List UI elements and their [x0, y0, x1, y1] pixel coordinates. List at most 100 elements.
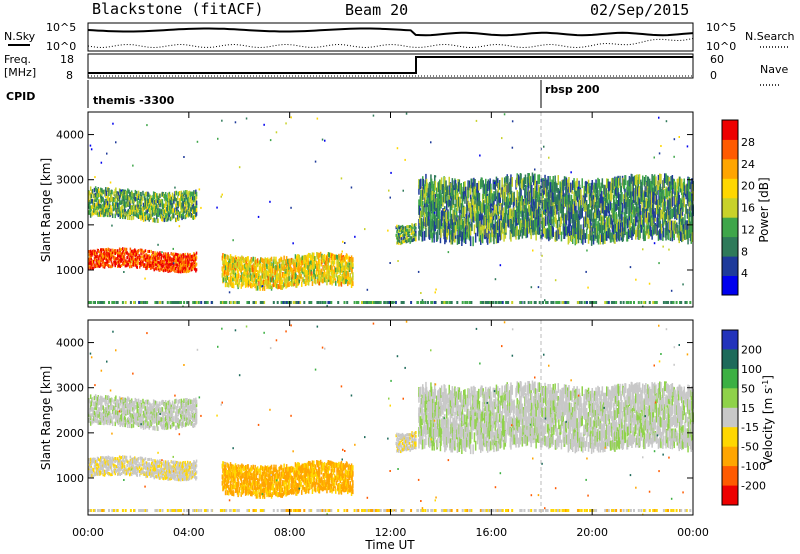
power-cell [461, 231, 464, 242]
power-cell [317, 267, 319, 273]
power-cell [146, 204, 149, 210]
power-cell [335, 280, 337, 286]
power-cell [504, 212, 507, 223]
power-cell [619, 199, 622, 210]
power-cell [158, 208, 160, 213]
power-cell [621, 202, 624, 213]
power-cell [611, 220, 614, 231]
power-cell [468, 180, 471, 191]
power-cell [168, 262, 171, 266]
power-cell [100, 203, 102, 209]
power-cell [486, 235, 489, 245]
power-cell [137, 204, 139, 209]
power-cell [158, 265, 160, 269]
power-cell [184, 269, 186, 273]
power-cell [181, 208, 184, 213]
power-cell [179, 253, 181, 257]
power-cell [268, 271, 270, 277]
power-cell [181, 215, 183, 221]
power-cell [603, 198, 605, 201]
power-cell [135, 190, 138, 196]
power-cell [283, 272, 285, 278]
power-cell [684, 301, 687, 304]
power-cell [430, 178, 433, 189]
power-cell [183, 254, 185, 258]
power-cell [149, 260, 152, 264]
power-cell [611, 301, 614, 304]
power-cell [648, 301, 651, 304]
power-cell [552, 301, 555, 304]
power-cell [120, 264, 123, 267]
power-cell [587, 183, 590, 186]
power-cell [326, 264, 328, 270]
power-cell [481, 203, 483, 214]
power-cell [450, 182, 452, 193]
power-cell [433, 211, 436, 214]
power-cell [502, 195, 504, 206]
power-cell [140, 207, 142, 213]
power-cell [539, 224, 541, 234]
power-cell [543, 145, 545, 148]
power-cell [397, 260, 399, 262]
power-cell [190, 197, 193, 202]
power-cell [146, 191, 148, 197]
power-cell [492, 219, 494, 230]
power-cell [117, 249, 119, 253]
power-cell [291, 274, 294, 280]
power-cell [269, 284, 271, 289]
power-cell [606, 206, 608, 216]
power-cell [156, 251, 159, 255]
power-cell [337, 259, 340, 265]
power-cell [389, 196, 391, 199]
power-cell [611, 214, 613, 225]
power-cell [573, 191, 575, 202]
power-cell [503, 113, 506, 116]
power-cell [269, 139, 272, 142]
power-cell [512, 202, 515, 212]
freq-label-line2: [MHz] [4, 66, 36, 79]
power-cell [625, 192, 628, 202]
power-cell [99, 301, 102, 304]
power-cell [307, 280, 310, 286]
power-cell [140, 262, 142, 266]
power-cell [301, 255, 304, 261]
power-cell [475, 119, 478, 122]
power-cell [635, 216, 637, 227]
power-cell [123, 189, 125, 195]
power-cell [300, 264, 302, 270]
power-cell [142, 217, 145, 222]
power-cell [427, 194, 429, 204]
power-cell [406, 228, 409, 232]
power-cell [221, 272, 224, 278]
power-cell [188, 269, 191, 273]
power-cell [96, 258, 98, 262]
power-cell [587, 234, 590, 244]
power-cell [123, 257, 126, 261]
power-cell [342, 262, 344, 268]
power-cell [296, 301, 299, 304]
power-cell [507, 192, 509, 203]
power-cell [108, 188, 110, 193]
power-cell [183, 190, 185, 195]
power-cell [473, 177, 475, 188]
power-cell [444, 234, 446, 245]
power-cell [495, 228, 497, 239]
power-cell [108, 248, 110, 251]
power-cell [123, 254, 125, 258]
power-cell [473, 201, 475, 212]
power-cell [138, 254, 140, 258]
power-cell [476, 218, 478, 229]
power-cell [415, 223, 417, 226]
power-cell [351, 269, 353, 275]
power-cell [398, 239, 401, 243]
power-cell [128, 253, 130, 257]
power-cell [330, 275, 333, 281]
power-cell [561, 301, 564, 304]
power-cell [295, 258, 297, 264]
power-cell [609, 200, 612, 210]
power-cell [590, 211, 593, 222]
power-cell [223, 272, 225, 278]
power-cell [507, 176, 509, 186]
power-cell [300, 260, 302, 266]
power-cell [333, 265, 336, 271]
